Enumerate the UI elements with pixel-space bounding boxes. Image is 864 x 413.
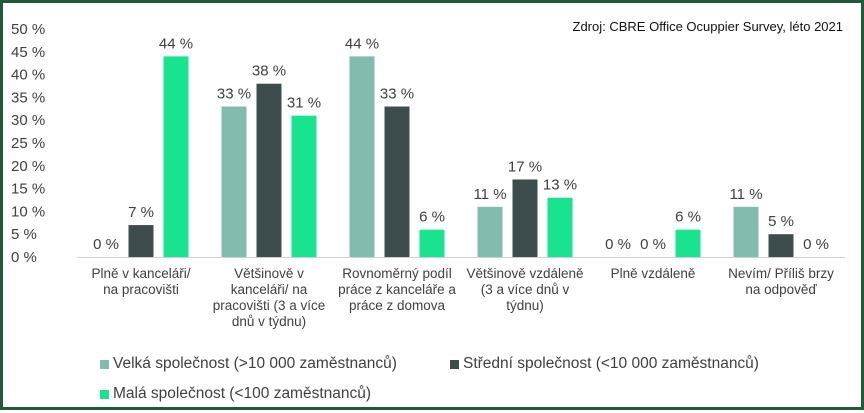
bar-value-label: 11 % [473,186,506,203]
bar-value-label: 11 % [729,186,762,203]
y-tick-label: 0 % [11,249,37,266]
bar [384,106,410,258]
bar [477,206,503,257]
legend-swatch-velka [100,359,109,369]
y-tick-label: 15 % [11,181,45,198]
bar-value-label: 44 % [345,35,379,52]
legend-label-stredni: Střední společnost (<10 000 zaměstnanců) [463,355,759,372]
x-category-label: na odpověď [745,282,817,297]
bar [163,56,189,257]
x-category-label: pracovišti (3 a více [213,298,326,313]
bar-value-label: 0 % [640,236,666,253]
legend-item-mala: Malá společnost (<100 zaměstnanců) [100,385,371,403]
bar-value-label: 38 % [252,63,286,80]
bar [733,206,759,257]
y-tick-label: 5 % [11,226,37,243]
x-category-label: Rovnoměrný podíl [342,266,452,281]
bar-value-label: 17 % [508,158,542,175]
bar-value-label: 0 % [803,236,829,253]
legend-label-velka: Velká společnost (>10 000 zaměstnanců) [113,355,397,372]
y-tick-label: 40 % [11,67,45,84]
x-category-label: Nevím/ Příliš brzy [728,266,834,281]
bar-value-label: 31 % [287,95,321,112]
x-category-label: týdnu) [506,298,544,313]
x-category-label: dnů v týdnu) [232,314,306,329]
bar-value-label: 6 % [419,209,445,226]
y-tick-label: 25 % [11,135,45,152]
bar-value-label: 0 % [93,236,119,253]
x-category-label: Plně v kanceláři/ [91,266,190,281]
x-category-label: kanceláři/ na [231,282,308,297]
legend-item-stredni: Střední společnost (<10 000 zaměstnanců) [450,355,759,373]
bar-chart: 0 % 5 % 10 % 15 % 20 % 25 % 30 % 35 % 40 % 45 % 50… [11,21,845,329]
bar [128,225,154,257]
y-tick-label: 45 % [11,44,45,61]
bar [512,179,538,257]
x-category-label: Většinově vzdáleně [466,266,583,281]
y-tick-label: 50 % [11,21,45,38]
bar-value-label: 0 % [605,236,631,253]
bar [221,106,247,258]
legend-swatch-stredni [450,359,459,369]
bar [291,115,317,257]
x-category-label: (3 a více dnů v [481,282,570,297]
legend-item-velka: Velká společnost (>10 000 zaměstnanců) [100,355,397,373]
x-category-label: na pracovišti [103,282,179,297]
bar-value-label: 5 % [768,213,794,230]
x-category-label: práce z kanceláře a [338,282,456,297]
y-tick-label: 20 % [11,158,45,175]
bar-value-label: 33 % [380,86,414,103]
source-note: Zdroj: CBRE Office Ocuppier Survey, léto… [572,19,843,34]
bar-value-label: 7 % [128,204,154,221]
bar [419,229,445,257]
bar [349,56,375,257]
bar-value-label: 13 % [543,177,577,194]
legend-label-mala: Malá společnost (<100 zaměstnanců) [113,385,372,402]
y-tick-label: 10 % [11,203,45,220]
x-category-label: Plně vzdáleně [611,266,696,281]
y-tick-label: 35 % [11,89,45,106]
x-category-label: Většinově v [234,266,304,281]
bar [547,197,573,257]
legend-swatch-mala [100,389,109,399]
bar [256,83,282,257]
x-category-label: práce z domova [349,298,446,313]
bar [675,229,701,257]
y-tick-label: 30 % [11,112,45,129]
bar [768,234,794,257]
bar-value-label: 44 % [159,35,193,52]
bar-value-label: 33 % [217,86,251,103]
bar-value-label: 6 % [675,209,701,226]
